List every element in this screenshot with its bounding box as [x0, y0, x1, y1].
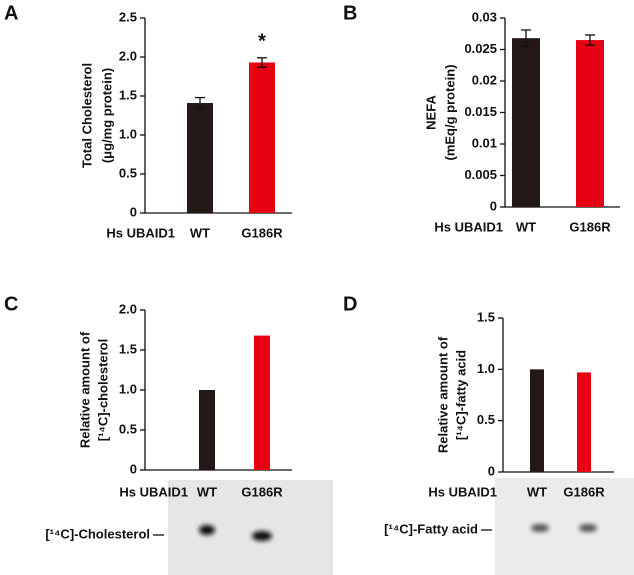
- bar: [576, 40, 604, 207]
- gel-band: [579, 524, 597, 532]
- gel-band: [199, 525, 215, 535]
- x-axis-label: Hs UBAID1: [119, 484, 188, 499]
- gel-band: [252, 531, 272, 541]
- panel-label: D: [343, 293, 357, 315]
- y-tick-label: 1.0: [119, 381, 137, 396]
- x-tick-label: WT: [190, 225, 210, 240]
- gel-band: [531, 524, 549, 532]
- y-tick-label: 1.0: [477, 361, 495, 376]
- gel-label: [¹⁴C]-Fatty acid: [384, 521, 478, 536]
- y-tick-label: 0.5: [119, 421, 137, 436]
- y-tick-label: 0.01: [472, 135, 497, 150]
- y-tick-label: 0.015: [464, 104, 497, 119]
- y-tick-label: 1.5: [477, 309, 495, 324]
- bar: [187, 103, 213, 213]
- x-axis-label: Hs UBAID1: [106, 225, 175, 240]
- x-axis-label: Hs UBAID1: [428, 484, 497, 499]
- y-tick-label: 1.5: [119, 87, 137, 102]
- y-tick-label: 0: [490, 198, 497, 213]
- y-axis-label: (μg/mg protein): [99, 68, 114, 163]
- error-bar: [257, 57, 267, 68]
- bar: [199, 390, 215, 470]
- y-axis-label: [¹⁴C]-fatty acid: [453, 350, 468, 440]
- y-axis-label: Relative amount of: [77, 331, 92, 448]
- x-tick-label: WT: [516, 219, 536, 234]
- bar: [254, 335, 270, 470]
- y-axis-label: NEFA: [423, 95, 438, 130]
- y-tick-label: 0.02: [472, 72, 497, 87]
- annotation: *: [258, 30, 266, 52]
- error-bar: [585, 34, 595, 46]
- y-tick-label: 0.005: [464, 167, 497, 182]
- x-tick-label: G186R: [563, 484, 605, 499]
- x-tick-label: WT: [197, 484, 217, 499]
- error-bar: [521, 29, 531, 47]
- y-tick-label: 0: [130, 204, 137, 219]
- y-tick-label: 0.5: [119, 165, 137, 180]
- y-tick-label: 0.025: [464, 41, 497, 56]
- gel-image: [495, 478, 634, 575]
- gel-label: [¹⁴C]-Cholesterol: [45, 526, 150, 541]
- x-tick-label: G186R: [569, 219, 611, 234]
- gel-image: [168, 480, 333, 575]
- panel-label: B: [343, 2, 357, 24]
- y-tick-label: 0: [488, 463, 495, 478]
- panel-label: C: [4, 293, 18, 315]
- y-tick-label: 0.5: [477, 412, 495, 427]
- x-tick-label: G186R: [241, 484, 283, 499]
- bar: [530, 369, 544, 472]
- y-axis-label: [¹⁴C]-cholesterol: [95, 339, 110, 442]
- y-tick-label: 2.0: [119, 301, 137, 316]
- bar: [577, 372, 591, 472]
- y-tick-label: 0: [130, 461, 137, 476]
- y-tick-label: 2.0: [119, 48, 137, 63]
- bar: [249, 62, 275, 214]
- y-axis-label: Relative amount of: [435, 336, 450, 453]
- x-tick-label: G186R: [241, 225, 283, 240]
- y-tick-label: 1.5: [119, 341, 137, 356]
- panel-label: A: [4, 2, 18, 24]
- y-axis-label: Total Cholesterol: [79, 63, 94, 168]
- y-tick-label: 2.5: [119, 9, 137, 24]
- x-tick-label: WT: [527, 484, 547, 499]
- y-tick-label: 0.03: [472, 9, 497, 24]
- bar: [512, 38, 540, 207]
- y-tick-label: 1.0: [119, 126, 137, 141]
- error-bar: [195, 96, 205, 110]
- x-axis-label: Hs UBAID1: [434, 219, 503, 234]
- y-axis-label: (mEq/g protein): [442, 64, 457, 160]
